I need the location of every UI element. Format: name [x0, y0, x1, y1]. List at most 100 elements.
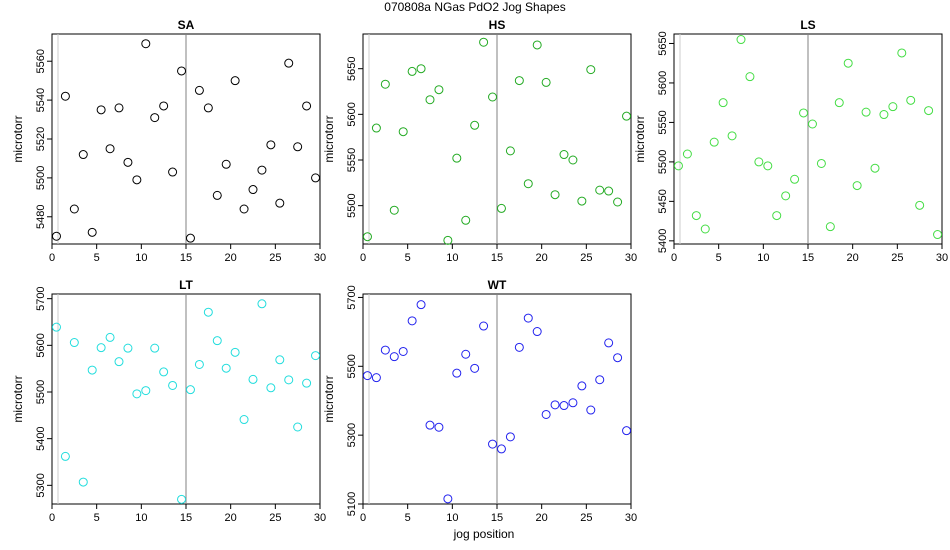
data-point	[239, 204, 249, 214]
data-point	[897, 48, 907, 58]
data-point	[293, 142, 303, 152]
data-point	[96, 105, 106, 115]
data-point	[221, 159, 231, 169]
data-point	[275, 198, 285, 208]
x-tick-label: 0	[360, 512, 366, 524]
data-point	[407, 66, 417, 76]
data-point	[461, 349, 471, 359]
x-tick-label: 25	[269, 252, 281, 264]
data-point	[488, 439, 498, 449]
data-point	[622, 111, 632, 121]
data-point	[425, 420, 435, 430]
data-point	[541, 409, 551, 419]
x-tick-label: 0	[360, 252, 366, 264]
panel-hs: HS 0 5 10 15 20 25 30 5500 5550 5600 5650 microtorr	[322, 18, 637, 264]
data-point	[398, 346, 408, 356]
data-point	[924, 106, 934, 116]
panel-title: SA	[178, 18, 195, 32]
data-point	[843, 58, 853, 68]
panel-title: WT	[488, 278, 507, 292]
data-point	[595, 185, 605, 195]
data-point	[87, 227, 97, 237]
data-point	[398, 127, 408, 137]
x-tick-label: 25	[580, 512, 592, 524]
y-tick-label: 5600	[657, 71, 669, 95]
y-tick-label: 5450	[657, 189, 669, 213]
x-tick-label: 25	[580, 252, 592, 264]
data-point	[257, 299, 267, 309]
data-point	[132, 175, 142, 185]
data-point	[302, 378, 312, 388]
y-axis-label: microtorr	[322, 115, 336, 162]
y-tick-label: 5300	[346, 423, 358, 447]
data-point	[123, 343, 133, 353]
data-point	[736, 35, 746, 45]
x-tick-label: 30	[314, 252, 326, 264]
panel-wt: WT 0 5 10 15 20 25 30 5100 5300 5500 5700 microtorr	[322, 278, 637, 524]
data-point	[257, 165, 267, 175]
data-point	[745, 72, 755, 82]
data-point	[816, 158, 826, 168]
data-point	[168, 167, 178, 177]
data-point	[488, 92, 498, 102]
data-point	[577, 196, 587, 206]
data-point	[141, 39, 151, 49]
data-point	[293, 422, 303, 432]
x-tick-label: 10	[135, 512, 147, 524]
data-point	[60, 91, 70, 101]
data-point	[78, 477, 88, 487]
panel-lt: LT 0 5 10 15 20 25 30 5300 5400 5500 5600 5700 microt…	[11, 278, 326, 524]
y-tick-label: 5500	[657, 150, 669, 174]
data-point	[754, 157, 764, 167]
x-axis-label: jog position	[453, 527, 515, 541]
x-tick-label: 0	[49, 512, 55, 524]
data-point	[799, 108, 809, 118]
data-point	[452, 153, 462, 163]
data-point	[221, 363, 231, 373]
data-point	[159, 101, 169, 111]
data-point	[709, 137, 719, 147]
y-tick-label: 5650	[657, 31, 669, 55]
x-tick-label: 15	[180, 512, 192, 524]
data-point	[443, 235, 453, 245]
data-point	[622, 426, 632, 436]
data-point	[266, 383, 276, 393]
data-point	[230, 347, 240, 357]
data-point	[790, 174, 800, 184]
data-point	[807, 119, 817, 129]
data-point	[60, 451, 70, 461]
data-point	[114, 357, 124, 367]
x-tick-label: 15	[491, 252, 503, 264]
data-point	[550, 400, 560, 410]
data-point	[150, 113, 160, 123]
data-point	[105, 332, 115, 342]
y-axis-label: microtorr	[322, 375, 336, 422]
y-tick-label: 5100	[346, 492, 358, 516]
panel-title: HS	[489, 18, 506, 32]
x-tick-label: 5	[94, 252, 100, 264]
data-point	[212, 336, 222, 346]
x-tick-label: 15	[491, 512, 503, 524]
data-point	[915, 200, 925, 210]
data-point	[825, 222, 835, 232]
data-point	[700, 224, 710, 234]
data-point	[727, 131, 737, 141]
data-point	[452, 368, 462, 378]
data-point	[682, 149, 692, 159]
data-point	[150, 343, 160, 353]
data-point	[194, 359, 204, 369]
data-point	[479, 321, 489, 331]
data-point	[781, 191, 791, 201]
data-point	[559, 401, 569, 411]
y-tick-label: 5500	[35, 380, 47, 404]
data-point	[691, 211, 701, 221]
data-point	[416, 300, 426, 310]
data-point	[132, 389, 142, 399]
x-tick-label: 20	[847, 252, 859, 264]
x-tick-label: 10	[446, 252, 458, 264]
data-point	[604, 338, 614, 348]
data-point	[284, 375, 294, 385]
data-point	[302, 101, 312, 111]
data-point	[443, 494, 453, 504]
